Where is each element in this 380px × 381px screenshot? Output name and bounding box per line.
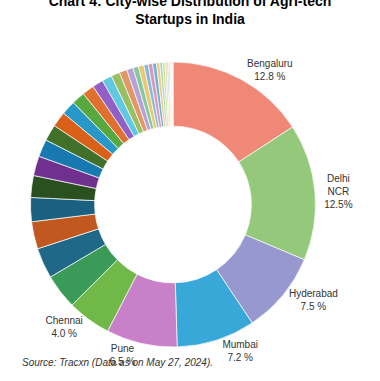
svg-text:Mumbai7.2 %: Mumbai7.2 %: [222, 339, 258, 363]
svg-text:Chart 4: City-wise Distributio: Chart 4: City-wise Distribution of Agri-…: [49, 0, 332, 27]
svg-text:Source: Tracxn (Data as on May: Source: Tracxn (Data as on May 27, 2024)…: [22, 357, 213, 368]
svg-text:Pune6.5 %: Pune6.5 %: [110, 343, 136, 367]
svg-text:DelhiNCR12.5%: DelhiNCR12.5%: [324, 173, 352, 210]
svg-text:Chennai4.0 %: Chennai4.0 %: [46, 315, 83, 339]
svg-text:Hyderabad7.5 %: Hyderabad7.5 %: [289, 288, 338, 312]
svg-text:Bengaluru12.8 %: Bengaluru12.8 %: [247, 58, 293, 82]
